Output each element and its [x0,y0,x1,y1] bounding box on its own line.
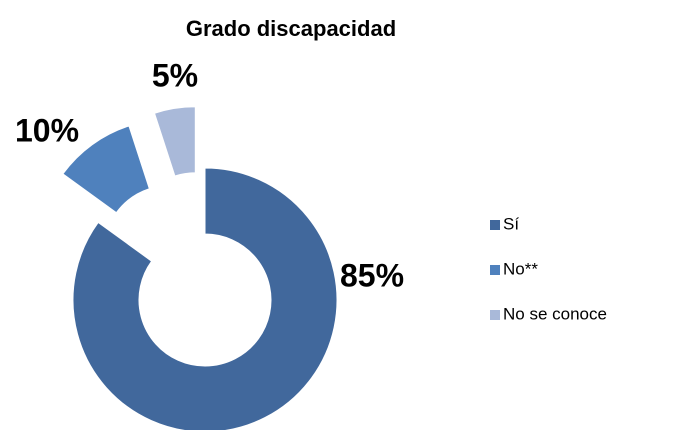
donut-slice [72,167,338,430]
legend-swatch [490,265,500,275]
donut-slice [153,106,196,177]
value-label: 85% [340,257,404,293]
value-label: 5% [152,57,198,93]
legend-label: No se conoce [503,304,607,323]
legend-label: No** [503,259,538,278]
legend-label: Sí [503,214,519,233]
donut-slice [62,125,150,214]
legend-swatch [490,220,500,230]
legend-swatch [490,310,500,320]
chart-title: Grado discapacidad [186,16,396,41]
value-label: 10% [15,112,79,148]
